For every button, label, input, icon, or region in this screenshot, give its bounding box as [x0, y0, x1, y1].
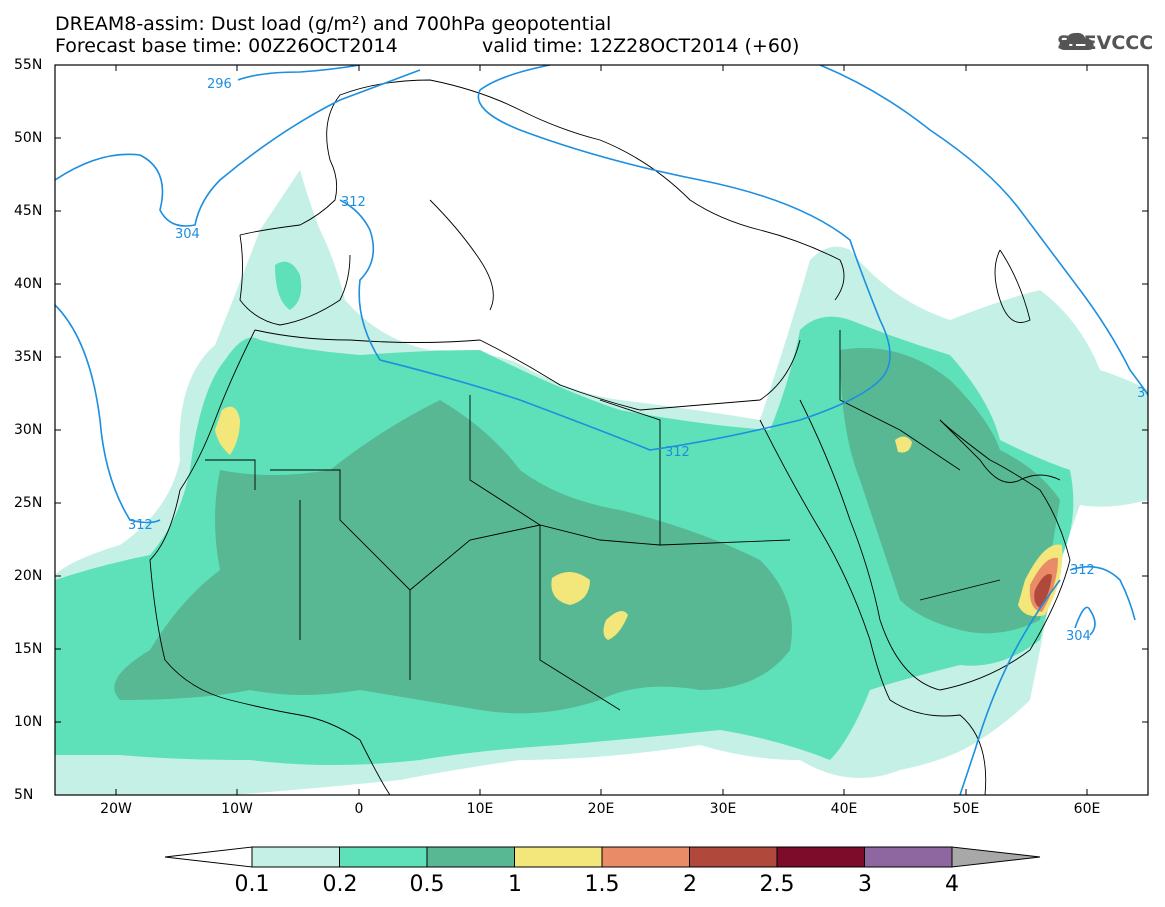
- dust-area-high-iraq: [895, 436, 912, 453]
- geopotential-contour-312-arabia: [1069, 565, 1136, 621]
- coastline-africa-north: [254, 329, 801, 411]
- colorbar-box-0: [251, 846, 340, 868]
- colorbar-box-4: [601, 846, 690, 868]
- lat-label-25n: 25N: [14, 495, 43, 511]
- lon-label-60e: 60E: [1073, 801, 1101, 817]
- contour-label-304-arabia: 304: [1066, 629, 1091, 644]
- colorbar-box-7: [864, 846, 953, 868]
- contour-label-east-edge: 3: [1137, 386, 1145, 401]
- lat-label-15n: 15N: [14, 641, 43, 657]
- colorbar-label-0-1: 0.1: [234, 872, 270, 897]
- colorbar-box-2: [426, 846, 515, 868]
- contour-label-312-north: 312: [341, 195, 366, 210]
- colorbar-label-0-5: 0.5: [409, 872, 445, 897]
- coastline-caspian: [994, 249, 1031, 323]
- geopotential-contour-312-west: [55, 304, 161, 524]
- contour-label-312-west: 312: [128, 518, 153, 533]
- colorbar-label-4: 4: [945, 872, 959, 897]
- lat-label-35n: 35N: [14, 349, 43, 365]
- colorbar-box-6: [776, 846, 865, 868]
- lat-label-5n: 5N: [14, 787, 34, 803]
- coastline-italy: [429, 199, 494, 311]
- colorbar-label-2-5: 2.5: [759, 872, 795, 897]
- colorbar-label-0-2: 0.2: [322, 872, 358, 897]
- lon-label-10e: 10E: [466, 801, 494, 817]
- coastline-east-africa: [889, 699, 987, 795]
- colorbar-box-5: [689, 846, 778, 868]
- lat-label-10n: 10N: [14, 714, 43, 730]
- colorbar-right-arrow: [951, 846, 1041, 868]
- lon-label-20e: 20E: [587, 801, 615, 817]
- lat-label-45n: 45N: [14, 203, 43, 219]
- lat-label-40n: 40N: [14, 276, 43, 292]
- colorbar-box-1: [339, 846, 428, 868]
- lon-label-10w: 10W: [221, 801, 253, 817]
- dust-area-iberia: [275, 261, 302, 310]
- lon-label-40e: 40E: [830, 801, 858, 817]
- colorbar-left-arrow: [164, 846, 253, 868]
- lat-label-30n: 30N: [14, 422, 43, 438]
- contour-label-304-west: 304: [175, 227, 200, 242]
- colorbar-label-2: 2: [683, 872, 697, 897]
- dust-area-high-chad2: [603, 611, 628, 640]
- lon-label-50e: 50E: [952, 801, 980, 817]
- forecast-base-time: Forecast base time: 00Z26OCT2014: [55, 35, 398, 57]
- valid-time: valid time: 12Z28OCT2014 (+60): [482, 35, 800, 57]
- coastline-iberia: [239, 234, 351, 326]
- geopotential-contour-312-main: [339, 65, 891, 451]
- lat-label-50n: 50N: [14, 130, 43, 146]
- dust-area-high-chad: [551, 571, 590, 605]
- coastline-red-sea: [759, 419, 891, 701]
- logo-text: SEEVCCC: [1057, 32, 1154, 54]
- border-lines: [205, 330, 1001, 711]
- coastline-europe: [239, 79, 845, 301]
- dust-area-dark-east: [840, 348, 1060, 634]
- map-title: DREAM8-assim: Dust load (g/m²) and 700hP…: [55, 13, 612, 35]
- coastline-arabia: [799, 399, 1071, 691]
- geopotential-contour-304-west: [55, 69, 421, 227]
- contour-label-312-africa: 312: [665, 445, 690, 460]
- coastline-gulf: [939, 419, 1061, 483]
- contour-label-312-arabia: 312: [1070, 563, 1095, 578]
- lat-label-20n: 20N: [14, 568, 43, 584]
- geopotential-contour-312-south: [959, 579, 1061, 795]
- colorbar-box-3: [514, 846, 603, 868]
- colorbar-label-1: 1: [508, 872, 522, 897]
- geopotential-contour-304-arabia: [1074, 606, 1096, 636]
- lon-label-0: 0: [354, 801, 364, 817]
- coastline-africa-west: [149, 329, 391, 795]
- dust-area-oman-red: [1034, 574, 1052, 608]
- geopotential-contour-312-east: [819, 65, 1148, 396]
- colorbar-label-3: 3: [858, 872, 872, 897]
- contour-label-296: 296: [207, 77, 232, 92]
- cloud-logo-icon: [1059, 32, 1094, 50]
- dust-area-high-morocco: [215, 406, 240, 455]
- lon-label-20w: 20W: [100, 801, 132, 817]
- geopotential-contour-296: [237, 65, 361, 81]
- lat-label-55n: 55N: [14, 57, 43, 73]
- lon-label-30e: 30E: [709, 801, 737, 817]
- dust-area-dark: [114, 400, 793, 714]
- colorbar-label-1-5: 1.5: [584, 872, 620, 897]
